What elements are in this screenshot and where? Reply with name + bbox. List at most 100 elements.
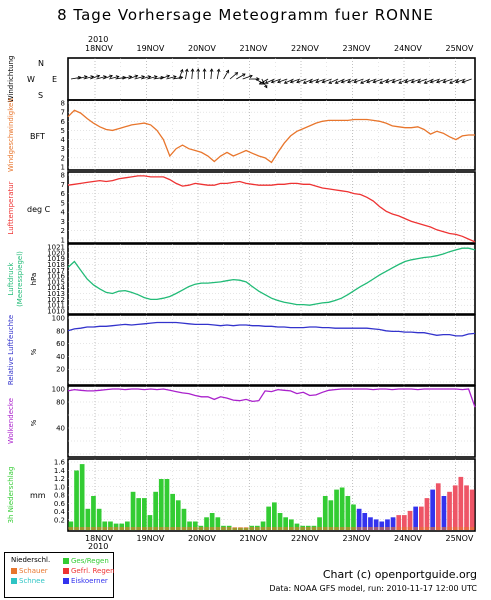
- wind-arrow: [443, 78, 453, 83]
- precip-bar-shower: [102, 527, 108, 530]
- wind-arrow-head: [179, 75, 184, 80]
- wind-arrow: [436, 78, 447, 83]
- wind-arrow-head: [115, 75, 120, 79]
- pressure-label-1: Luftdruck: [7, 262, 15, 296]
- precip-bar: [102, 521, 108, 530]
- y-tick-label: 1014: [47, 284, 65, 292]
- wind-arrow-head: [315, 79, 319, 84]
- precip-bar-shower: [142, 527, 147, 530]
- wind-arrow-head: [334, 80, 339, 84]
- y-tick-label: 3: [61, 218, 65, 226]
- y-tick-label: 1020: [47, 249, 65, 257]
- precip-bar-shower: [345, 527, 351, 530]
- y-tick-label: 1015: [47, 278, 65, 286]
- wind-arrow: [255, 78, 265, 85]
- pressure-line: [67, 247, 476, 306]
- wind-arrow-head: [196, 68, 201, 72]
- precip-bar-shower: [181, 527, 187, 530]
- precip-bar: [125, 521, 130, 530]
- wind-arrow-head: [385, 79, 389, 84]
- precip-bar-shower: [351, 527, 356, 530]
- wind-arrow: [309, 78, 320, 83]
- wind-arrow: [424, 78, 434, 84]
- date-tick-top: 22NOV: [291, 44, 319, 53]
- precip-bar-shower: [339, 527, 345, 530]
- y-tick-label: 1: [61, 164, 65, 172]
- precip-bar: [441, 496, 447, 530]
- wind-arrow-head: [423, 80, 428, 84]
- precip-bar: [469, 489, 475, 530]
- y-tick-label: 6: [61, 118, 66, 126]
- legend-item: Ges/Regen: [63, 557, 109, 565]
- date-tick-top: 25NOV: [446, 44, 474, 53]
- wind-arrow-head: [398, 80, 403, 84]
- wind-arrow-head: [234, 72, 239, 76]
- wind-arrow-head: [442, 79, 447, 84]
- wind-arrow-head: [372, 79, 377, 84]
- y-tick-label: 1.0: [54, 483, 65, 491]
- wind-arrow: [411, 78, 421, 83]
- legend-swatch: [63, 568, 69, 574]
- legend-swatch: [11, 578, 17, 584]
- precip-bar-shower: [272, 527, 277, 530]
- precip-unit: mm: [30, 491, 46, 500]
- precip-bar-shower: [158, 527, 164, 530]
- wind-arrow-head: [321, 79, 326, 84]
- precip-bar-shower: [215, 527, 221, 530]
- precip-bar-shower: [226, 527, 232, 530]
- date-tick-top: 19NOV: [137, 44, 165, 53]
- precip-bar-shower: [170, 527, 175, 530]
- wind-arrow-head: [308, 79, 313, 84]
- precip-bar-shower: [305, 527, 311, 530]
- wind-arrow-head: [296, 79, 300, 84]
- precip-bar: [147, 515, 153, 530]
- wind-arrow: [261, 78, 268, 88]
- wind-speed-line: [67, 109, 475, 164]
- legend-swatch: [11, 568, 17, 574]
- wind-arrow: [392, 78, 402, 83]
- precip-bar: [113, 523, 119, 530]
- legend-swatch: [63, 578, 69, 584]
- humidity-unit: %: [30, 348, 38, 355]
- wind-arrow: [455, 78, 466, 83]
- precip-bar-shower: [294, 527, 300, 530]
- precip-bar: [435, 483, 441, 531]
- y-tick-label: 0.4: [54, 508, 66, 516]
- precip-bar: [164, 479, 170, 530]
- precip-bar-shower: [175, 527, 181, 530]
- year-label-bottom: 2010: [88, 542, 108, 551]
- wind-arrow-head: [283, 80, 288, 84]
- precip-bar-shower: [458, 527, 464, 530]
- wind-arrow: [290, 78, 301, 83]
- wind-arrow-head: [353, 79, 358, 84]
- precip-bar-shower: [356, 527, 362, 530]
- precip-bar: [209, 513, 215, 530]
- pressure-label-2: (Meeresspiegel): [16, 251, 24, 307]
- precip-bar-shower: [136, 527, 141, 530]
- wind-arrow-head: [103, 75, 107, 79]
- y-tick-label: 8: [61, 172, 65, 180]
- temp-label: Lufttemperatur: [7, 181, 15, 234]
- wind-arrow-head: [429, 79, 434, 84]
- precip-bar-shower: [373, 527, 379, 530]
- wind-arrow: [83, 76, 94, 80]
- precip-bar: [396, 515, 402, 530]
- chart-title: 8 Tage Vorhersage Meteogramm fuer RONNE: [57, 6, 434, 24]
- precip-bar-shower: [396, 527, 402, 530]
- date-tick-top: 20NOV: [188, 44, 216, 53]
- precip-bar-shower: [390, 527, 396, 530]
- wind-arrow-head: [416, 79, 421, 84]
- precip-bar-shower: [198, 527, 204, 530]
- y-tick-label: 0.8: [54, 492, 65, 500]
- precip-bar-shower: [187, 527, 192, 530]
- precip-bar-shower: [424, 527, 430, 530]
- wind-arrow: [303, 78, 313, 84]
- wind-arrow-head: [141, 75, 146, 79]
- date-tick-bottom: 24NOV: [394, 534, 422, 543]
- wind-arrow: [328, 78, 339, 84]
- precip-bar-shower: [402, 527, 407, 530]
- precip-bar: [447, 491, 452, 531]
- precip-bar-shower: [260, 527, 266, 530]
- precip-bar: [328, 500, 334, 530]
- wind-arrow: [70, 76, 81, 80]
